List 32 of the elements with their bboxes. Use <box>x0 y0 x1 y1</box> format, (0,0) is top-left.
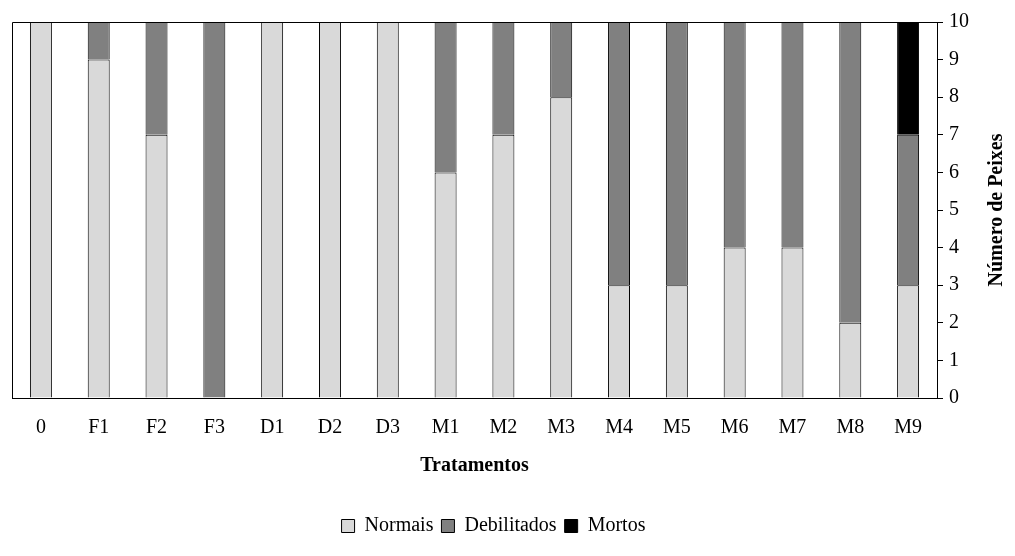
x-tick-label: M5 <box>662 415 691 438</box>
y-tick-label: 6 <box>949 159 959 182</box>
x-tick-label: D1 <box>259 415 285 438</box>
y-tick-label: 4 <box>949 234 959 257</box>
y-tick-label: 1 <box>949 347 959 370</box>
x-tick-label: 0 <box>35 415 46 438</box>
x-tick-label: F1 <box>88 415 110 438</box>
y-tick-label: 9 <box>949 46 959 69</box>
y-tick-label: 8 <box>949 84 959 107</box>
x-tick-label: M7 <box>778 415 807 438</box>
x-tick-label: D2 <box>317 415 343 438</box>
y-tick-label: 5 <box>949 197 959 220</box>
x-tick-label: M9 <box>894 415 922 438</box>
legend-label: Normais <box>364 513 434 536</box>
x-tick-label: M8 <box>836 415 865 438</box>
legend-label: Mortos <box>587 513 646 536</box>
x-tick-label: M2 <box>489 415 518 438</box>
y-axis-title: Número de Peixes <box>984 133 1007 287</box>
x-tick-label: F2 <box>145 415 168 438</box>
x-tick-label: F3 <box>203 415 225 438</box>
y-tick-label: 2 <box>949 310 959 333</box>
y-tick-label: 0 <box>949 385 959 408</box>
x-axis-title: Tratamentos <box>420 453 529 476</box>
x-tick-label: D3 <box>375 415 401 438</box>
x-tick-label: M3 <box>547 415 576 438</box>
legend-label: Debilitados <box>464 513 557 536</box>
x-tick-label: M1 <box>431 415 460 438</box>
y-tick-label: 3 <box>949 272 959 295</box>
y-tick-label: 10 <box>949 9 969 32</box>
x-tick-label: M6 <box>720 415 749 438</box>
x-tick-label: M4 <box>605 415 633 438</box>
y-tick-label: 7 <box>949 122 959 145</box>
